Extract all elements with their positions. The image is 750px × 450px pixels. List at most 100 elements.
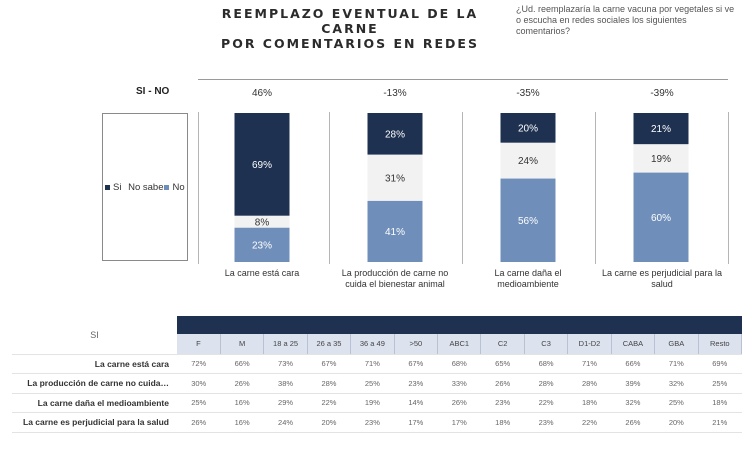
net-value: 46% (251, 88, 272, 99)
bar-data-label: 8% (255, 217, 270, 228)
legend-items: Si No sabe No (105, 182, 185, 193)
table-cell: 18% (480, 412, 525, 433)
table-column-headers: F M 18 a 25 26 a 35 36 a 49 >50 ABC1 C2 C3 D1-D2 C… (12, 334, 743, 355)
header-divider (198, 79, 728, 80)
table-cell: 20% (307, 412, 351, 433)
table-cell: 17% (394, 412, 438, 433)
bar-data-label: 24% (518, 156, 538, 167)
table-cell: 67% (307, 354, 351, 374)
table-column-header: ABC1 (437, 334, 482, 355)
bar-segment-si (234, 113, 290, 216)
table-cell: 25% (177, 393, 221, 413)
column-divider (728, 112, 729, 264)
category-label: La carne es perjudicial para la salud (601, 268, 723, 289)
table-column-header: M (220, 334, 265, 355)
bar-segment-nosabe (367, 154, 423, 201)
si-no-label: SI - NO (136, 86, 170, 97)
table-column-header: F (177, 334, 221, 355)
table-corner-label: SI (12, 316, 177, 355)
table-row-label: La carne daña el medioambiente (12, 393, 177, 413)
table-cell: 32% (654, 373, 699, 394)
table-cell: 67% (394, 354, 438, 374)
table-cell: 26% (611, 412, 655, 433)
table-column-header: 18 a 25 (263, 334, 308, 355)
chart-title-line2: POR COMENTARIOS EN REDES (221, 36, 479, 51)
table-column-header: 36 a 49 (350, 334, 395, 355)
table-cell: 19% (350, 393, 395, 413)
column-divider (329, 112, 330, 264)
table-cell: 69% (698, 354, 742, 374)
category-label: La carne está cara (224, 268, 300, 278)
bar-segment-si (633, 113, 689, 145)
table-cell: 17% (437, 412, 481, 433)
column-divider (462, 112, 463, 264)
table-row: La carne daña el medioambiente 25% 16% 29% 2… (12, 393, 742, 413)
table-header-band (177, 316, 742, 334)
table-column-header: 26 a 35 (307, 334, 352, 355)
table-row-label: La carne está cara (12, 354, 177, 374)
category-label: La producción de carne no cuida el biene… (341, 268, 449, 289)
legend-swatch-si (105, 184, 110, 190)
table-column-header: >50 (394, 334, 439, 355)
table-cell: 23% (394, 373, 438, 394)
table-cell: 30% (177, 373, 221, 394)
stacked-bar-chart: 69% 8% 23% 28% 31% 41% 20% 24% 56% 21% 19% 60% (234, 113, 689, 262)
legend-label-nosabe: No sabe (128, 182, 164, 193)
bar-segment-si (367, 113, 423, 155)
chart-title-line1: REEMPLAZO EVENTUAL DE LA CARNE (221, 6, 479, 36)
table-cell: 72% (177, 354, 221, 374)
table-cell: 18% (698, 393, 742, 413)
bar-segment-si (500, 113, 556, 143)
bar-data-label: 28% (385, 129, 405, 140)
column-divider (198, 112, 199, 264)
table-cell: 71% (654, 354, 699, 374)
bar-data-label: 20% (518, 123, 538, 134)
bar-data-label: 41% (385, 227, 405, 238)
table-cell: 29% (263, 393, 308, 413)
table-cell: 26% (220, 373, 264, 394)
table-cell: 25% (654, 393, 699, 413)
column-divider (595, 112, 596, 264)
legend-swatch-no (164, 184, 170, 190)
bar-segment-nosabe (500, 142, 556, 179)
legend-label-si: Si (113, 182, 122, 193)
bar-data-label: 31% (385, 173, 405, 184)
bar-segment-no (234, 227, 290, 262)
table-cell: 39% (611, 373, 655, 394)
table-cell: 23% (480, 393, 525, 413)
table-cell: 25% (350, 373, 395, 394)
table-cell: 66% (220, 354, 264, 374)
table-column-header: Resto (698, 334, 743, 355)
bar-data-label: 23% (252, 240, 272, 251)
table-cell: 26% (437, 393, 481, 413)
bar-data-label: 60% (651, 213, 671, 224)
table-column-header: CABA (611, 334, 656, 355)
table-row: La carne está cara 72% 66% 73% 67% 71% 67% 68% 6… (12, 354, 742, 374)
table-column-header: D1-D2 (567, 334, 612, 355)
table-cell: 68% (437, 354, 481, 374)
legend-label-no: No (172, 182, 185, 193)
table-cell: 23% (524, 412, 568, 433)
table-row: La producción de carne no cuida… 30% 26% 38… (12, 373, 742, 394)
table-cell: 71% (350, 354, 395, 374)
table-column-header: C3 (524, 334, 569, 355)
table-cell: 25% (698, 373, 742, 394)
table-cell: 65% (480, 354, 525, 374)
table-cell: 73% (263, 354, 308, 374)
table-column-header: C2 (480, 334, 525, 355)
table-cell: 33% (437, 373, 481, 394)
table-cell: 28% (567, 373, 612, 394)
bar-data-label: 21% (651, 124, 671, 135)
net-value: -39% (650, 88, 674, 99)
table-cell: 14% (394, 393, 438, 413)
survey-question: ¿Ud. reemplazaría la carne vacuna por ve… (516, 4, 735, 36)
table-cell: 20% (654, 412, 699, 433)
bar-segment-no (500, 178, 556, 262)
table-row-label: La producción de carne no cuida… (12, 373, 177, 394)
bar-segment-no (367, 200, 423, 262)
segment-table: SI F M 18 a 25 26 a 35 36 a 49 >50 ABC1 C2 C3 D1-… (12, 316, 743, 433)
table-cell: 28% (524, 373, 568, 394)
net-value: -13% (383, 88, 407, 99)
category-label: La carne daña el medioambiente (494, 268, 562, 289)
table-cell: 32% (611, 393, 655, 413)
